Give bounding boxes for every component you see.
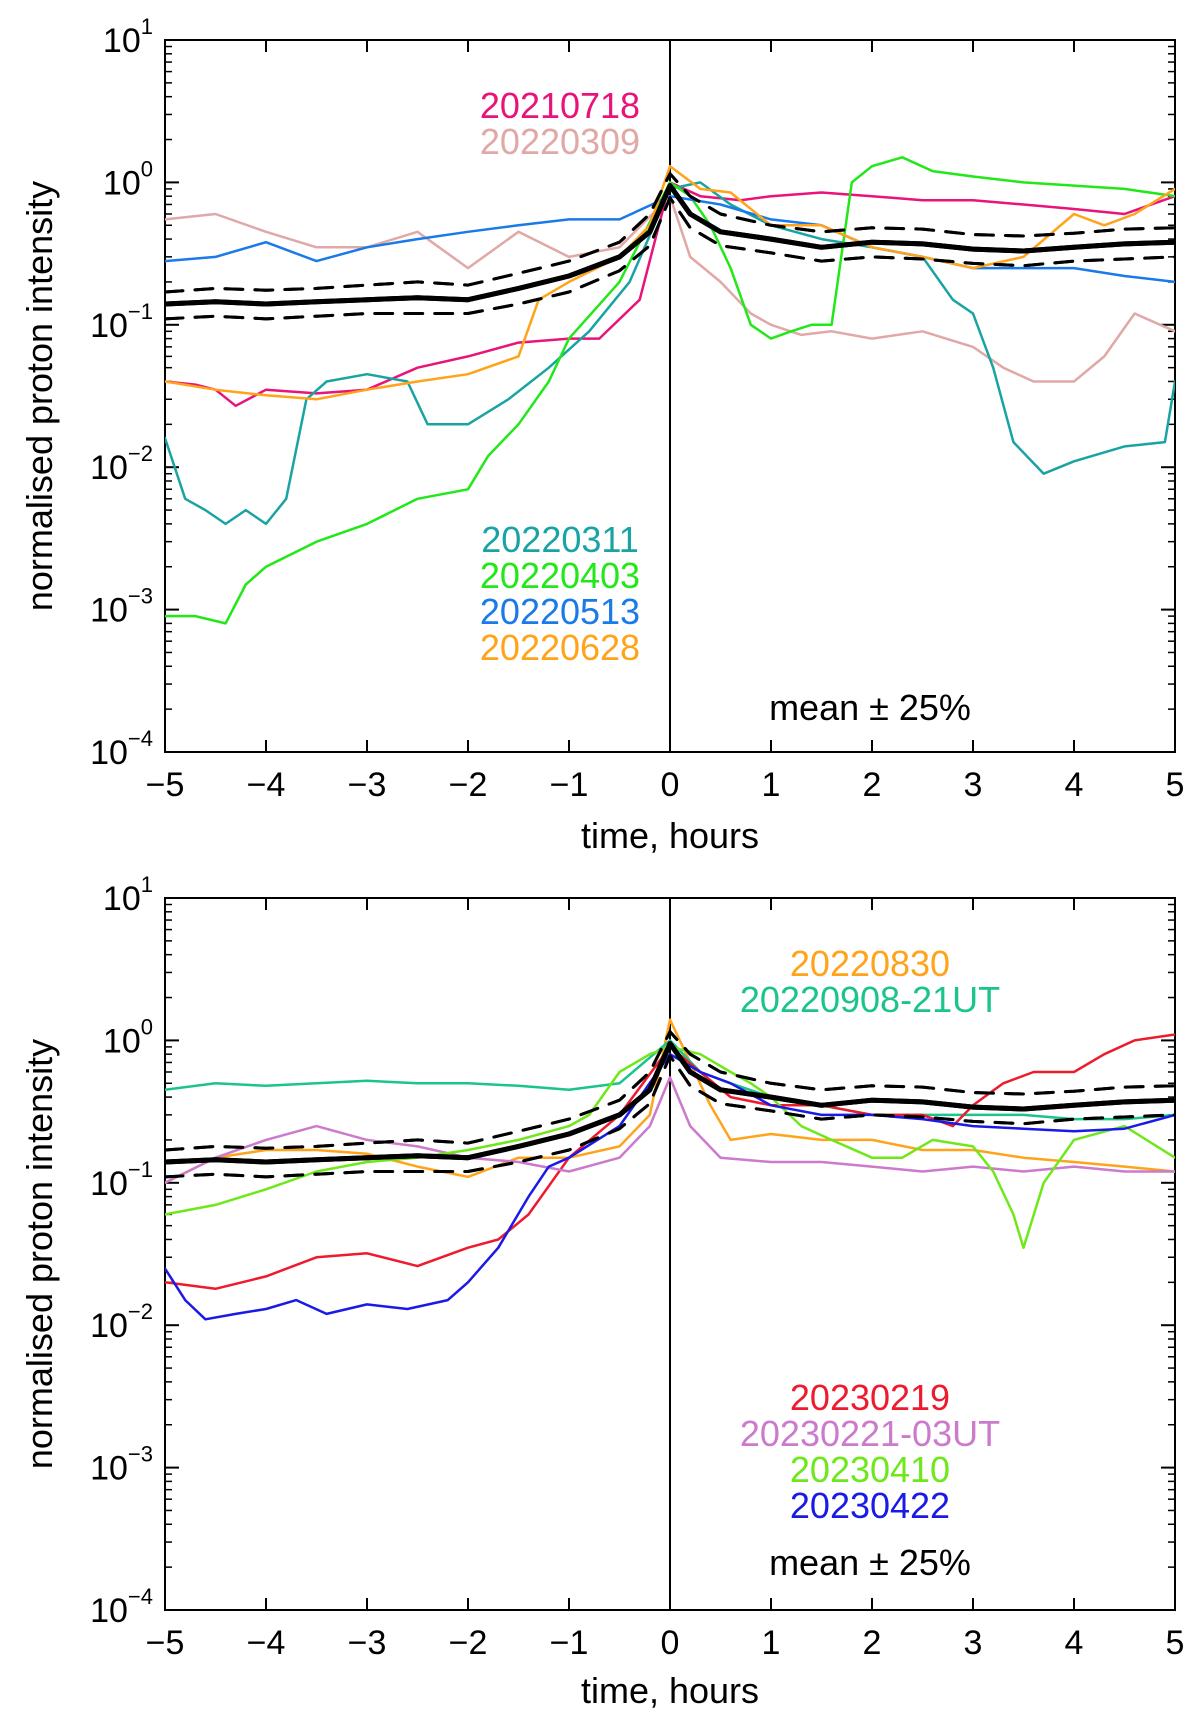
legend-entry: 20220908-21UT: [740, 979, 1000, 1020]
legend-entry: 20220309: [480, 121, 640, 162]
y-tick-label: 100: [103, 156, 153, 202]
x-tick-label: −3: [348, 1624, 387, 1662]
series-line-overlay-mean: [165, 1041, 1175, 1165]
legend-entry: 20230422: [790, 1485, 950, 1526]
y-tick-label: 101: [103, 14, 153, 60]
series-line-20210718: [165, 181, 1175, 408]
x-tick-label: −2: [449, 1624, 488, 1662]
x-tick-label: −4: [247, 1624, 286, 1662]
series-line-overlay-mean-25-: [165, 1030, 1175, 1152]
legend-entry: 20230221-03UT: [740, 1413, 1000, 1454]
x-tick-label: 4: [1065, 1624, 1084, 1662]
x-tick-label: −3: [348, 766, 387, 804]
y-tick-label: 10−2: [90, 1299, 153, 1345]
x-tick-label: −2: [449, 766, 488, 804]
y-tick-label: 100: [103, 1014, 153, 1060]
y-tick-label: 10−3: [90, 1442, 153, 1488]
series-lines: [165, 156, 1175, 625]
series-line-overlay-mean-25-: [165, 196, 1175, 321]
x-tick-label: −1: [550, 766, 589, 804]
legend-entry: 20230410: [790, 1449, 950, 1490]
x-tick-label: −4: [247, 766, 286, 804]
x-tick-label: 4: [1065, 766, 1084, 804]
x-tick-label: −5: [146, 766, 185, 804]
series-lines: [165, 1018, 1175, 1321]
chart-panel-bottom: −5 −4 −3 −2 −1 0 1 2 3 4 5 10−4 10−3 10−2 10−1 100 101 ti…: [19, 872, 1184, 1711]
y-tick-label: 10−4: [90, 726, 153, 772]
x-tick-label: 2: [863, 1624, 882, 1662]
x-tick-label: 2: [863, 766, 882, 804]
x-tick-label: 0: [661, 1624, 680, 1662]
series-line-20220403: [165, 156, 1175, 625]
mean-annotation: mean ± 25%: [769, 687, 971, 728]
y-axis-title: normalised proton intensity: [19, 181, 60, 611]
series-line-20220908-21ut: [165, 1039, 1175, 1121]
y-tick-label: 10−1: [90, 299, 153, 345]
series-line-overlay-mean-25-: [165, 172, 1175, 294]
series-line-20220628: [165, 164, 1175, 401]
legend-entry: 20220830: [790, 943, 950, 984]
legend-entry: 20210718: [480, 85, 640, 126]
y-tick-label: 10−2: [90, 441, 153, 487]
x-axis-title: time, hours: [581, 815, 759, 856]
legend-entry: 20220513: [480, 591, 640, 632]
series-line-20220513: [165, 194, 1175, 284]
x-axis-title: time, hours: [581, 1670, 759, 1711]
x-tick-label: 5: [1166, 766, 1185, 804]
series-line-20230422: [165, 1052, 1175, 1321]
series-line-20220830: [165, 1018, 1175, 1185]
series-line-overlay-mean-25-: [165, 1054, 1175, 1179]
legend-entry: 20220311: [481, 519, 639, 560]
x-tick-label: 0: [661, 766, 680, 804]
chart-panel-top: −5 −4 −3 −2 −1 0 1 2 3 4 5 10−4 10−3 10−2 10−1 100 101 ti…: [19, 14, 1184, 856]
y-tick-label: 101: [103, 872, 153, 918]
mean-annotation: mean ± 25%: [769, 1542, 971, 1583]
x-tick-label: 5: [1166, 1624, 1185, 1662]
y-tick-label: 10−1: [90, 1157, 153, 1203]
x-tick-label: −1: [550, 1624, 589, 1662]
series-line-overlay-mean: [165, 183, 1175, 307]
y-tick-label: 10−4: [90, 1584, 153, 1630]
legend-entry: 20220403: [480, 555, 640, 596]
y-axis-title: normalised proton intensity: [19, 1039, 60, 1469]
x-tick-label: 1: [762, 766, 781, 804]
x-tick-label: −5: [146, 1624, 185, 1662]
y-tick-label: 10−3: [90, 584, 153, 630]
x-tick-label: 3: [964, 1624, 983, 1662]
legend-entry: 20220628: [480, 627, 640, 668]
legend-entry: 20230219: [790, 1377, 950, 1418]
series-line-20220311: [165, 181, 1175, 526]
x-tick-label: 3: [964, 766, 983, 804]
x-tick-label: 1: [762, 1624, 781, 1662]
